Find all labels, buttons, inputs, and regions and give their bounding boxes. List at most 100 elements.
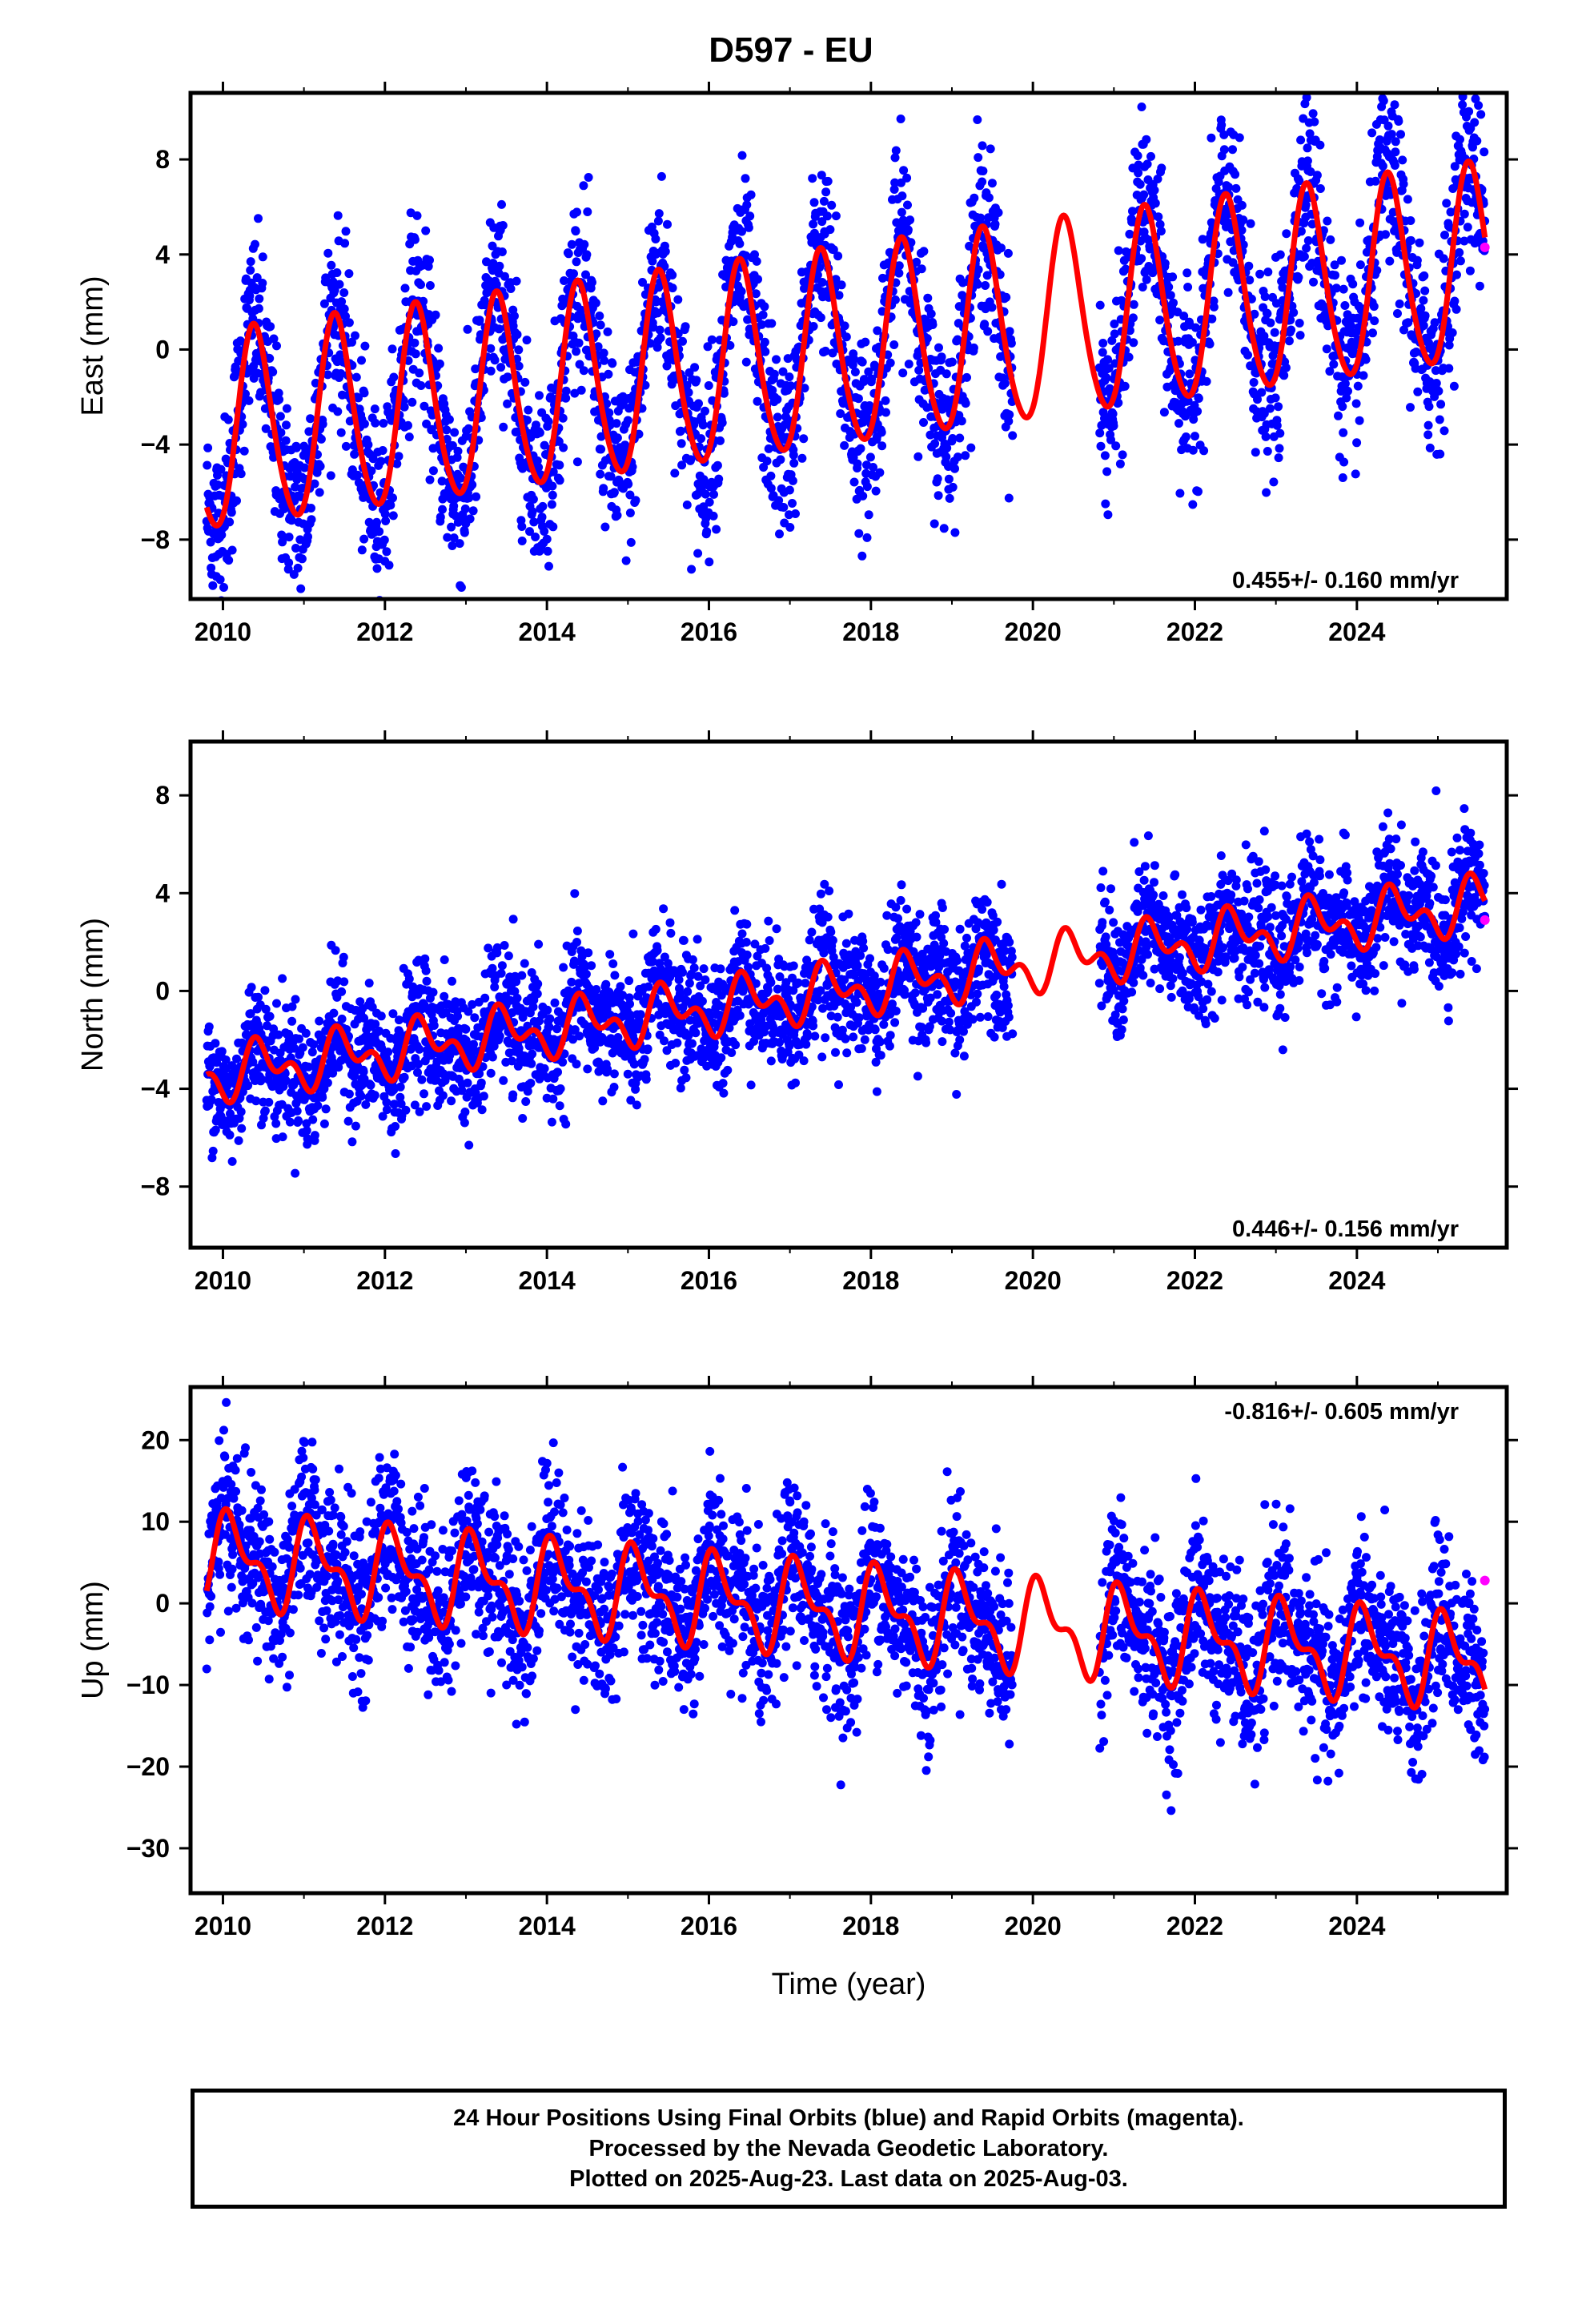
data-point [984, 193, 994, 203]
data-point [559, 963, 568, 972]
data-point [289, 610, 298, 619]
data-point [400, 402, 409, 412]
data-point [1355, 260, 1365, 270]
data-point [840, 321, 849, 331]
data-point [897, 207, 906, 217]
data-point [1155, 316, 1165, 325]
data-point [859, 375, 869, 384]
data-point [1108, 409, 1118, 419]
data-point [1406, 235, 1415, 245]
data-point [359, 388, 369, 398]
data-point [500, 271, 509, 281]
data-point [1219, 130, 1229, 139]
data-point [303, 532, 312, 541]
data-point [625, 999, 634, 1009]
data-point [1260, 292, 1270, 301]
data-point [930, 519, 939, 529]
data-point [329, 1008, 339, 1018]
data-point [211, 1039, 220, 1048]
data-point [753, 275, 762, 284]
data-point [725, 340, 735, 350]
data-point [1107, 336, 1117, 345]
data-point [453, 446, 463, 456]
data-point [272, 999, 281, 1008]
data-point [948, 482, 958, 492]
data-point [217, 1047, 227, 1056]
data-point [1198, 235, 1207, 244]
data-point [463, 324, 472, 334]
data-point [356, 1092, 366, 1101]
data-point [969, 343, 978, 352]
data-point [1174, 336, 1183, 346]
rapid-orbit-point [1480, 242, 1490, 252]
data-point [254, 214, 263, 223]
data-point [1111, 441, 1121, 451]
data-point [366, 1080, 375, 1090]
data-point [1228, 258, 1238, 267]
data-point [1175, 489, 1185, 498]
data-point [443, 533, 452, 542]
data-point [849, 477, 859, 487]
data-point [323, 248, 333, 258]
data-point [1308, 109, 1318, 119]
data-point [512, 993, 522, 1003]
data-point [232, 1054, 241, 1063]
data-point [934, 491, 943, 501]
data-point [831, 211, 841, 221]
data-point [599, 484, 608, 493]
data-point [486, 344, 496, 353]
data-point [400, 1072, 409, 1082]
data-point [703, 342, 713, 352]
data-point [1456, 135, 1464, 144]
data-point [293, 563, 303, 573]
data-point [569, 269, 578, 279]
data-point [746, 1080, 756, 1090]
data-point [1455, 247, 1464, 257]
data-point [1134, 168, 1143, 178]
data-point [468, 506, 478, 516]
data-point [499, 1076, 508, 1085]
data-point [789, 458, 799, 468]
data-point [561, 393, 571, 403]
data-point [717, 418, 727, 428]
data-point [815, 263, 825, 272]
data-point [410, 338, 420, 348]
data-point [742, 950, 752, 959]
data-point [1191, 323, 1200, 332]
data-point [283, 565, 293, 574]
data-point [449, 533, 459, 543]
data-point [1159, 408, 1169, 417]
data-point [1331, 283, 1341, 293]
data-point [816, 313, 825, 323]
data-point [534, 463, 544, 472]
data-point [957, 416, 966, 426]
data-point [1425, 443, 1435, 452]
data-point [705, 497, 714, 507]
data-point [840, 440, 849, 450]
data-point [697, 996, 707, 1006]
data-point [1391, 147, 1400, 157]
data-point [905, 215, 915, 225]
data-point [382, 547, 391, 557]
data-point [575, 360, 584, 369]
data-point [1355, 218, 1365, 227]
data-point [371, 418, 380, 428]
data-point [1331, 271, 1339, 280]
data-point [789, 450, 798, 460]
data-point [1330, 260, 1339, 270]
data-point [548, 490, 557, 500]
data-point [904, 360, 913, 369]
data-point [323, 1078, 332, 1088]
data-point [723, 268, 733, 278]
data-point [370, 1091, 379, 1100]
data-point [550, 998, 560, 1007]
data-point [503, 399, 512, 408]
data-point [656, 171, 666, 181]
data-point [524, 405, 533, 415]
y-tick-label: −4 [141, 430, 171, 459]
data-point [558, 1057, 568, 1067]
data-point [735, 239, 745, 248]
data-point [581, 270, 590, 279]
data-point [1005, 327, 1014, 336]
